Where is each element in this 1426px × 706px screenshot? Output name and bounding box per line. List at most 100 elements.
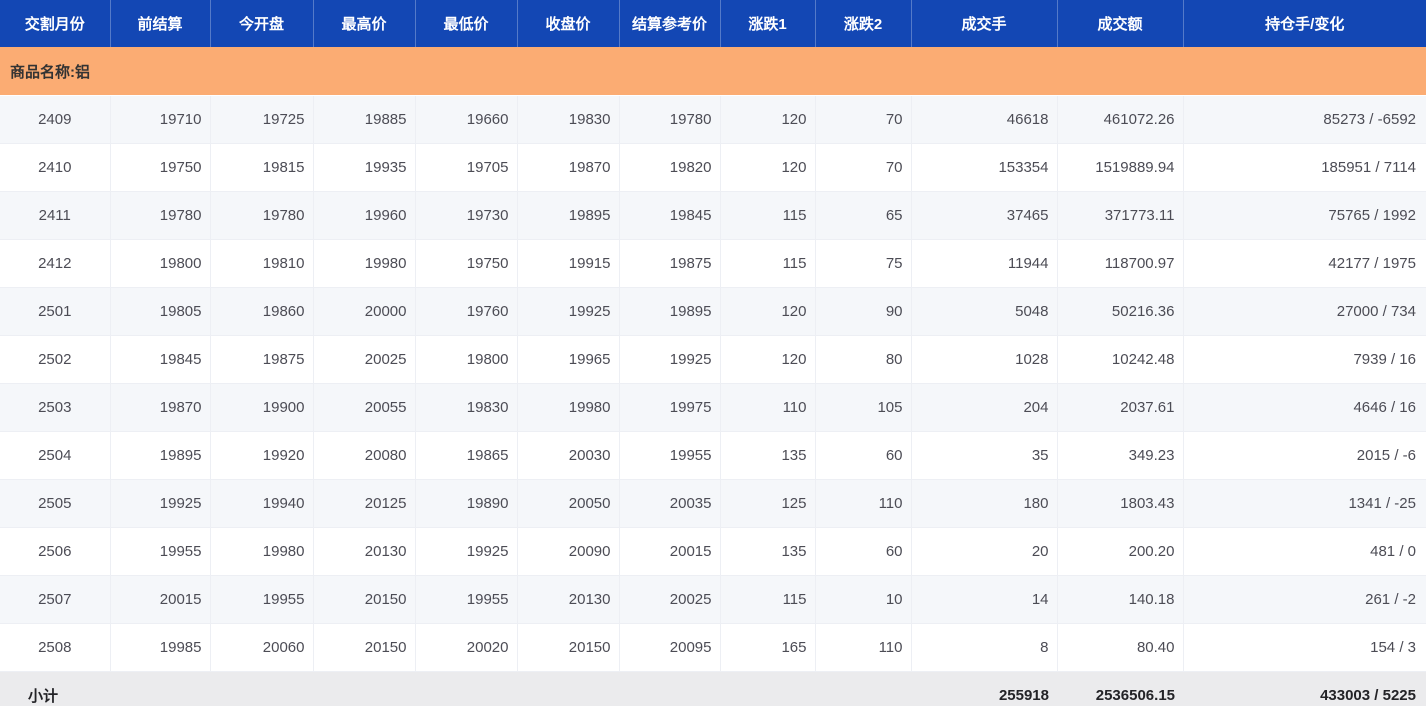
- cell-high: 19935: [313, 143, 416, 192]
- cell-low: 19955: [415, 575, 518, 624]
- table-row: 2411 19780 19780 19960 19730 19895 19845 115 65 3…: [0, 191, 1426, 240]
- table-row: 2503 19870 19900 20055 19830 19980 19975 110 105…: [0, 383, 1426, 432]
- cell-change2: 75: [815, 239, 912, 288]
- cell-open: 19940: [210, 479, 314, 528]
- cell-close: 20150: [517, 623, 620, 672]
- subtotal-empty: [815, 671, 911, 706]
- cell-open: 19780: [210, 191, 314, 240]
- subtotal-open-interest-change: 433003 / 5225: [1183, 671, 1426, 706]
- cell-volume: 5048: [911, 287, 1058, 336]
- cell-prev-settlement: 19955: [110, 527, 211, 576]
- table-row: 2410 19750 19815 19935 19705 19870 19820 120 70 1…: [0, 143, 1426, 192]
- cell-turnover: 2037.61: [1057, 383, 1184, 432]
- table-row: 2508 19985 20060 20150 20020 20150 20095 165 110…: [0, 623, 1426, 672]
- cell-close: 19895: [517, 191, 620, 240]
- cell-high: 20055: [313, 383, 416, 432]
- cell-open-interest-change: 7939 / 16: [1183, 335, 1426, 384]
- col-header-open: 今开盘: [210, 0, 314, 47]
- cell-turnover: 1803.43: [1057, 479, 1184, 528]
- subtotal-empty: [415, 671, 517, 706]
- cell-open: 19875: [210, 335, 314, 384]
- col-header-turnover: 成交额: [1057, 0, 1184, 47]
- cell-open-interest-change: 481 / 0: [1183, 527, 1426, 576]
- cell-low: 19660: [415, 95, 518, 144]
- cell-settlement-ref: 19875: [619, 239, 721, 288]
- cell-delivery-month: 2411: [0, 191, 111, 240]
- cell-settlement-ref: 19845: [619, 191, 721, 240]
- cell-prev-settlement: 19925: [110, 479, 211, 528]
- cell-change1: 135: [720, 431, 816, 480]
- table-row: 2506 19955 19980 20130 19925 20090 20015 135 60 2…: [0, 527, 1426, 576]
- table-body: 商品名称:铝 2409 19710 19725 19885 19660 19830 1978…: [0, 47, 1426, 672]
- col-header-volume: 成交手: [911, 0, 1058, 47]
- cell-low: 20020: [415, 623, 518, 672]
- cell-delivery-month: 2501: [0, 287, 111, 336]
- cell-close: 19915: [517, 239, 620, 288]
- cell-delivery-month: 2503: [0, 383, 111, 432]
- cell-change1: 110: [720, 383, 816, 432]
- cell-open: 19955: [210, 575, 314, 624]
- cell-volume: 37465: [911, 191, 1058, 240]
- subtotal-empty: [210, 671, 313, 706]
- table-row: 2504 19895 19920 20080 19865 20030 19955 135 60 3…: [0, 431, 1426, 480]
- cell-turnover: 200.20: [1057, 527, 1184, 576]
- cell-open-interest-change: 2015 / -6: [1183, 431, 1426, 480]
- cell-close: 19830: [517, 95, 620, 144]
- subtotal-empty: [720, 671, 815, 706]
- cell-settlement-ref: 19820: [619, 143, 721, 192]
- cell-prev-settlement: 20015: [110, 575, 211, 624]
- cell-volume: 20: [911, 527, 1058, 576]
- cell-low: 19830: [415, 383, 518, 432]
- cell-change2: 10: [815, 575, 912, 624]
- cell-high: 20025: [313, 335, 416, 384]
- cell-close: 19925: [517, 287, 620, 336]
- col-header-close: 收盘价: [517, 0, 620, 47]
- subtotal-label: 小计: [0, 671, 110, 706]
- subtotal-turnover: 2536506.15: [1057, 671, 1183, 706]
- cell-delivery-month: 2502: [0, 335, 111, 384]
- subtotal-empty: [110, 671, 210, 706]
- cell-turnover: 461072.26: [1057, 95, 1184, 144]
- cell-high: 20150: [313, 623, 416, 672]
- cell-change1: 115: [720, 239, 816, 288]
- commodity-name-label: 商品名称:铝: [0, 47, 1426, 96]
- cell-open-interest-change: 42177 / 1975: [1183, 239, 1426, 288]
- subtotal-volume: 255918: [911, 671, 1057, 706]
- cell-turnover: 10242.48: [1057, 335, 1184, 384]
- cell-close: 19965: [517, 335, 620, 384]
- cell-delivery-month: 2409: [0, 95, 111, 144]
- cell-open: 19725: [210, 95, 314, 144]
- cell-prev-settlement: 19805: [110, 287, 211, 336]
- cell-change2: 60: [815, 431, 912, 480]
- cell-close: 20090: [517, 527, 620, 576]
- cell-delivery-month: 2508: [0, 623, 111, 672]
- cell-low: 19925: [415, 527, 518, 576]
- cell-high: 20125: [313, 479, 416, 528]
- cell-open-interest-change: 154 / 3: [1183, 623, 1426, 672]
- subtotal-empty: [313, 671, 415, 706]
- cell-settlement-ref: 19975: [619, 383, 721, 432]
- cell-volume: 8: [911, 623, 1058, 672]
- col-header-high: 最高价: [313, 0, 416, 47]
- cell-open: 19815: [210, 143, 314, 192]
- cell-delivery-month: 2506: [0, 527, 111, 576]
- cell-turnover: 140.18: [1057, 575, 1184, 624]
- cell-settlement-ref: 19895: [619, 287, 721, 336]
- cell-turnover: 50216.36: [1057, 287, 1184, 336]
- cell-open-interest-change: 75765 / 1992: [1183, 191, 1426, 240]
- cell-settlement-ref: 19925: [619, 335, 721, 384]
- cell-change1: 165: [720, 623, 816, 672]
- cell-open: 19860: [210, 287, 314, 336]
- cell-prev-settlement: 19800: [110, 239, 211, 288]
- cell-change1: 115: [720, 191, 816, 240]
- cell-high: 20150: [313, 575, 416, 624]
- cell-delivery-month: 2507: [0, 575, 111, 624]
- cell-low: 19730: [415, 191, 518, 240]
- cell-low: 19800: [415, 335, 518, 384]
- cell-delivery-month: 2504: [0, 431, 111, 480]
- cell-change1: 115: [720, 575, 816, 624]
- cell-turnover: 371773.11: [1057, 191, 1184, 240]
- cell-high: 20000: [313, 287, 416, 336]
- cell-high: 19885: [313, 95, 416, 144]
